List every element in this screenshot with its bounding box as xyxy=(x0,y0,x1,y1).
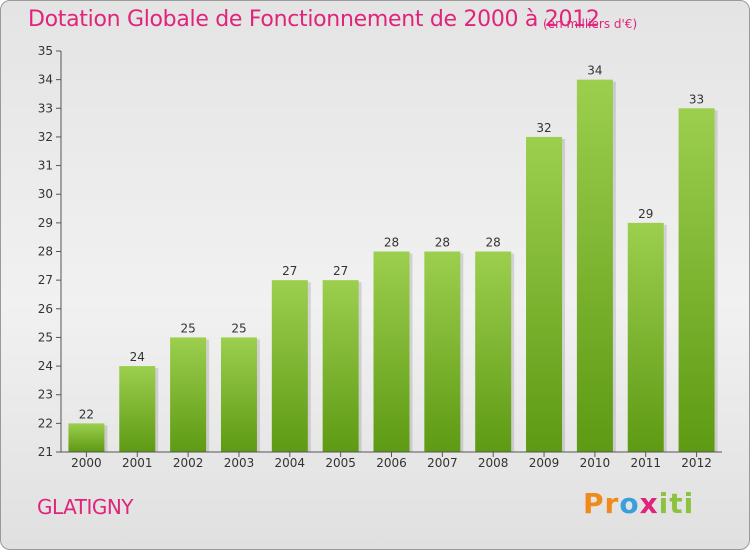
chart-subtitle: (en milliers d'€) xyxy=(543,17,638,31)
x-tick-label: 2011 xyxy=(630,456,661,470)
y-tick-label: 25 xyxy=(38,330,53,344)
data-label: 25 xyxy=(231,321,246,335)
bar xyxy=(322,280,359,452)
bar xyxy=(678,108,715,453)
x-tick-label: 2003 xyxy=(224,456,255,470)
y-tick-label: 30 xyxy=(38,187,53,201)
bar xyxy=(475,251,512,452)
x-tick-label: 2010 xyxy=(580,456,611,470)
y-tick-label: 22 xyxy=(38,416,53,430)
y-tick-label: 34 xyxy=(38,73,53,87)
y-tick-label: 29 xyxy=(38,216,53,230)
commune-name: GLATIGNY xyxy=(37,495,134,519)
x-tick-label: 2005 xyxy=(325,456,356,470)
x-tick-label: 2004 xyxy=(275,456,306,470)
y-tick-label: 28 xyxy=(38,245,53,259)
y-tick-label: 32 xyxy=(38,130,53,144)
bar xyxy=(119,366,156,452)
data-label: 25 xyxy=(180,321,195,335)
bar xyxy=(170,337,207,452)
x-tick-label: 2001 xyxy=(122,456,153,470)
data-label: 33 xyxy=(689,92,704,106)
bar xyxy=(68,423,105,452)
data-label: 24 xyxy=(130,350,145,364)
data-label: 34 xyxy=(587,64,602,78)
x-tick-label: 2000 xyxy=(71,456,102,470)
x-tick-label: 2009 xyxy=(529,456,560,470)
bar xyxy=(424,251,461,452)
y-tick-label: 35 xyxy=(38,44,53,58)
x-tick-label: 2006 xyxy=(376,456,407,470)
y-tick-label: 23 xyxy=(38,388,53,402)
x-tick-label: 2012 xyxy=(681,456,712,470)
bar xyxy=(220,337,257,452)
data-label: 32 xyxy=(536,121,551,135)
data-label: 29 xyxy=(638,207,653,221)
x-tick-label: 2008 xyxy=(478,456,509,470)
logo-letter: o xyxy=(619,487,640,520)
bar xyxy=(627,222,664,452)
logo-letter: iti xyxy=(658,487,695,520)
proxiti-logo: Proxiti xyxy=(583,487,694,520)
y-tick-label: 21 xyxy=(38,445,53,459)
bar xyxy=(373,251,410,452)
data-label: 28 xyxy=(384,236,399,250)
x-tick-label: 2002 xyxy=(173,456,204,470)
bar xyxy=(576,79,613,453)
chart-title: Dotation Globale de Fonctionnement de 20… xyxy=(28,7,600,32)
data-label: 27 xyxy=(282,264,297,278)
y-tick-label: 26 xyxy=(38,302,53,316)
x-tick-label: 2007 xyxy=(427,456,458,470)
y-tick-label: 33 xyxy=(38,101,53,115)
y-tick-label: 31 xyxy=(38,159,53,173)
bar xyxy=(271,280,308,452)
data-label: 28 xyxy=(486,236,501,250)
y-tick-label: 24 xyxy=(38,359,53,373)
data-label: 22 xyxy=(79,407,94,421)
logo-letter: x xyxy=(639,487,659,520)
y-tick-label: 27 xyxy=(38,273,53,287)
logo-letter: Pr xyxy=(583,487,620,520)
data-label: 28 xyxy=(435,236,450,250)
bar xyxy=(526,136,563,452)
data-label: 27 xyxy=(333,264,348,278)
